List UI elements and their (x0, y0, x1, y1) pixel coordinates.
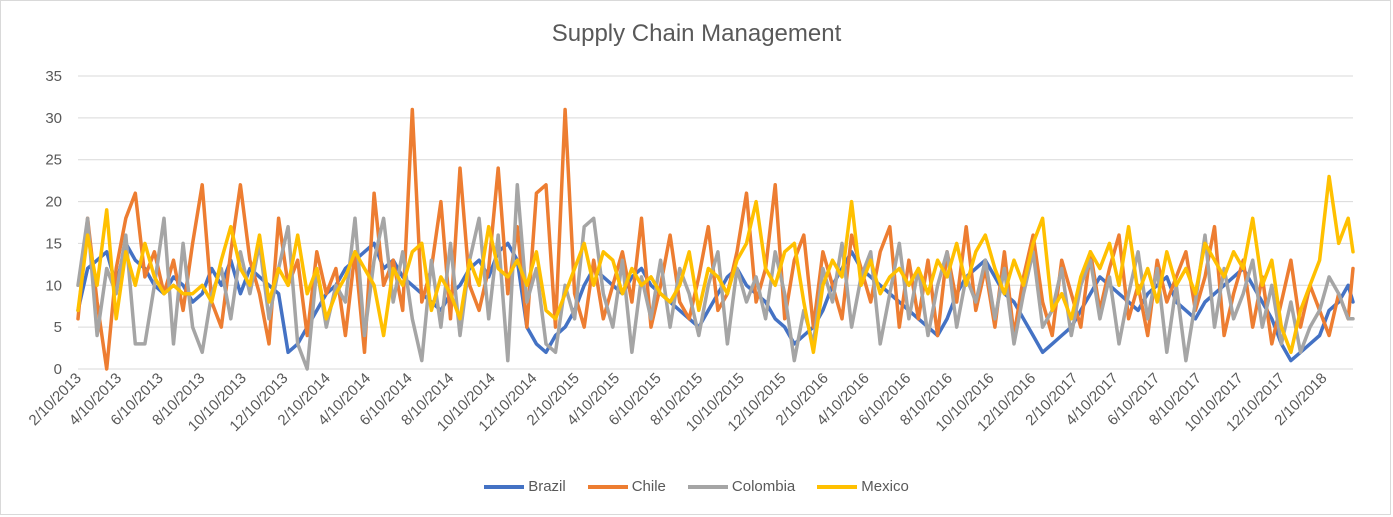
series-line-chile (76, 107, 1355, 371)
legend-label: Brazil (528, 478, 566, 495)
series-lines (76, 107, 1355, 371)
legend-item-mexico: Mexico (817, 478, 909, 495)
y-tick-label: 10 (45, 277, 62, 294)
legend-item-chile: Chile (587, 478, 666, 495)
legend-label: Chile (631, 478, 666, 495)
legend: Brazil Chile Colombia Mexico (0, 478, 1393, 495)
legend-label: Colombia (731, 478, 796, 495)
x-axis-ticks: 2/10/20134/10/20136/10/20138/10/201310/1… (26, 370, 1331, 435)
legend-swatch (484, 484, 525, 489)
series-line-mexico (76, 174, 1355, 355)
y-tick-label: 5 (54, 319, 62, 336)
legend-item-brazil: Brazil (484, 478, 566, 495)
chart-title: Supply Chain Management (551, 20, 842, 47)
legend-item-colombia: Colombia (687, 478, 796, 495)
legend-label: Mexico (861, 478, 909, 495)
y-tick-label: 20 (45, 194, 62, 211)
legend-swatch (687, 484, 728, 489)
legend-swatch (817, 484, 858, 489)
y-tick-label: 30 (45, 110, 62, 127)
y-tick-label: 0 (54, 361, 62, 378)
y-tick-label: 25 (45, 152, 62, 169)
y-tick-label: 35 (45, 68, 62, 85)
y-tick-label: 15 (45, 235, 62, 252)
y-axis-ticks: 0 5 10 15 20 25 30 35 (45, 68, 62, 378)
legend-swatch (587, 484, 628, 489)
